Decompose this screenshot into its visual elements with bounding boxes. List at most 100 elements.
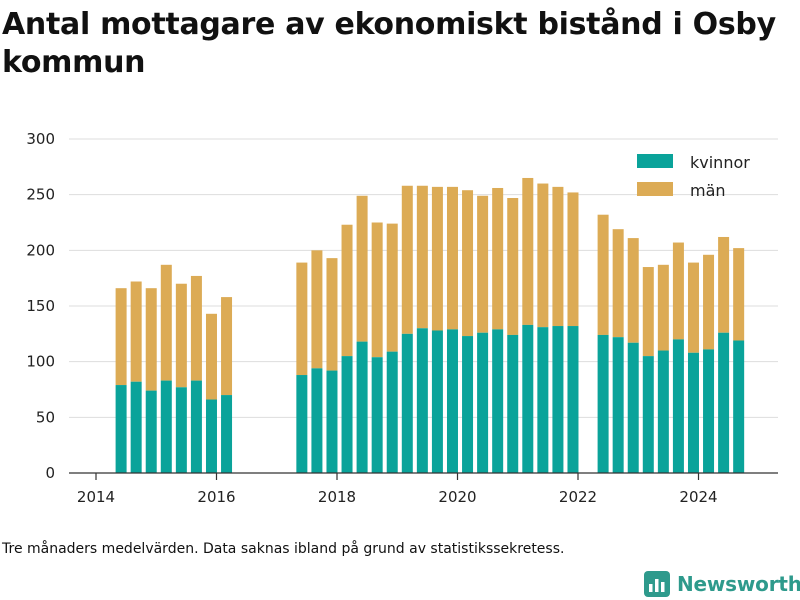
bar-man [371,222,383,358]
bar-man [672,242,684,340]
y-tick-label: 200 [26,241,55,259]
bar-man [145,288,157,391]
bar-kvinnor [537,327,549,473]
bars [115,177,745,473]
bar-man [431,186,443,331]
bar-man [477,195,489,333]
bar-man [627,238,639,343]
brand-name: Newsworthy [677,572,800,596]
bar-man [311,250,323,369]
bar-kvinnor [296,375,308,473]
bar-man [175,283,187,388]
bar-man [160,264,172,381]
x-tick-label: 2020 [438,488,476,506]
bar-man [597,214,609,335]
bar-chart-icon [644,571,670,597]
x-tick-label: 2018 [318,488,356,506]
y-tick-label: 150 [26,297,55,315]
y-tick-label: 0 [45,464,55,482]
bar-kvinnor [522,324,534,473]
bar-kvinnor [477,332,489,473]
bar-kvinnor [431,330,443,473]
bar-kvinnor [627,342,639,473]
bar-man [522,177,534,325]
bar-kvinnor [567,326,579,473]
bar-man [205,313,217,400]
bar-man [537,183,549,328]
bar-kvinnor [190,380,202,473]
chart-title: Antal mottagare av ekonomiskt bistånd i … [2,7,776,80]
bar-man [130,281,142,382]
bar-kvinnor [718,332,730,473]
brand-logo: Newsworthy [644,568,800,600]
bar-kvinnor [115,385,127,473]
bar-man [552,186,564,327]
bar-man [733,248,745,341]
bar-kvinnor [446,329,458,473]
bar-man [356,195,368,342]
bar-kvinnor [371,357,383,473]
bar-man [507,198,519,335]
bar-man [115,288,127,386]
bar-man [341,224,353,357]
y-tick-label: 50 [36,408,55,426]
bar-man [718,236,730,333]
legend-label-kvinnor: kvinnor [690,153,750,172]
bar-kvinnor [386,351,398,473]
bar-kvinnor [416,328,428,473]
bar-man [190,275,202,381]
bar-man [687,262,699,353]
bar-kvinnor [356,341,368,473]
bar-kvinnor [326,370,338,473]
bar-man [386,223,398,352]
bar-man [326,258,338,371]
bar-kvinnor [612,337,624,473]
bar-kvinnor [492,329,504,473]
bar-kvinnor [597,334,609,473]
bar-man [492,187,504,330]
bar-kvinnor [401,333,413,473]
x-tick-label: 2014 [77,488,115,506]
bar-kvinnor [703,349,715,473]
bar-kvinnor [160,380,172,473]
y-tick-label: 250 [26,186,55,204]
bar-kvinnor [507,334,519,473]
bar-man [462,190,474,337]
bar-man [567,192,579,327]
bar-kvinnor [462,336,474,473]
bar-man [446,186,458,330]
bar-kvinnor [175,387,187,473]
legend: kvinnor män [637,153,750,200]
bar-man [612,229,624,338]
bar-kvinnor [687,352,699,473]
bar-kvinnor [221,395,233,473]
bar-kvinnor [642,356,654,473]
bar-kvinnor [145,390,157,473]
x-tick-label: 2016 [197,488,235,506]
x-tick-label: 2024 [679,488,717,506]
legend-label-man: män [690,181,726,200]
bar-man [416,185,428,329]
bar-kvinnor [657,350,669,473]
bar-kvinnor [552,326,564,473]
bar-kvinnor [733,340,745,473]
bar-man [703,254,715,350]
bar-kvinnor [130,381,142,473]
footnote: Tre månaders medelvärden. Data saknas ib… [2,541,565,557]
bar-kvinnor [672,339,684,473]
bar-man [221,297,233,396]
x-tick-label: 2022 [559,488,597,506]
legend-swatch-kvinnor [637,154,673,168]
bar-man [642,267,654,357]
bar-man [401,185,413,334]
axes: 0 50 100 150 200 250 300 2014 2016 2018 2020 2022 20… [26,130,778,506]
y-tick-label: 100 [26,353,55,371]
bar-kvinnor [205,399,217,473]
bar-man [657,264,669,351]
legend-swatch-man [637,182,673,196]
y-tick-label: 300 [26,130,55,148]
bar-man [296,262,308,376]
bar-kvinnor [311,368,323,473]
bar-kvinnor [341,356,353,473]
